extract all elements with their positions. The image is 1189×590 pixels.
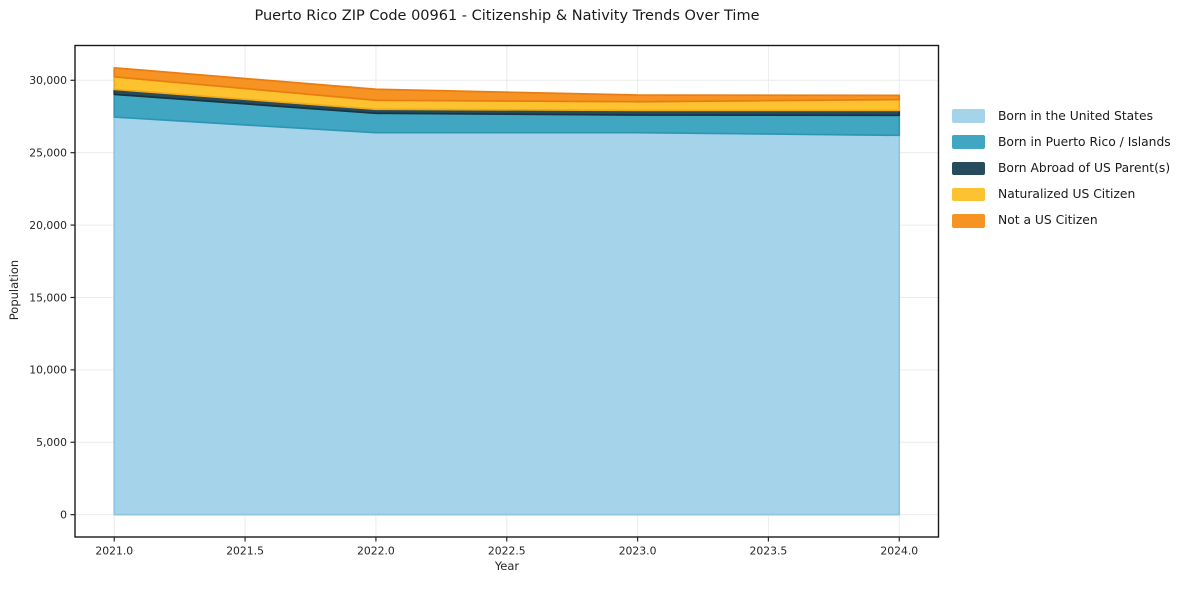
x-tick-label: 2023.0 — [619, 545, 657, 558]
legend-swatch — [952, 161, 985, 176]
legend-item: Not a US Citizen — [952, 212, 1098, 229]
legend-label: Naturalized US Citizen — [998, 187, 1136, 202]
legend-item: Born in Puerto Rico / Islands — [952, 134, 1171, 151]
legend-label: Born Abroad of US Parent(s) — [998, 160, 1171, 175]
x-tick-label: 2024.0 — [880, 545, 918, 558]
x-axis: 2021.0 2021.5 2022.0 2022.5 2023.0 2023.5 2024… — [95, 537, 918, 558]
legend-label: Born in the United States — [998, 108, 1153, 123]
legend-item: Naturalized US Citizen — [952, 186, 1135, 203]
y-tick-label: 0 — [60, 508, 67, 521]
legend-swatch — [952, 214, 985, 228]
legend-swatch — [952, 109, 985, 123]
y-tick-label: 25,000 — [29, 146, 67, 159]
x-axis-label: Year — [494, 559, 520, 573]
x-tick-label: 2022.5 — [488, 545, 526, 558]
legend-swatch — [952, 187, 985, 202]
y-tick-label: 10,000 — [29, 364, 67, 377]
y-tick-label: 5,000 — [36, 436, 67, 449]
y-axis-label: Population — [7, 259, 21, 321]
y-tick-label: 30,000 — [29, 74, 67, 87]
chart-title: Puerto Rico ZIP Code 00961 - Citizenship… — [254, 8, 760, 24]
x-tick-label: 2022.0 — [357, 545, 395, 558]
area-series — [113, 66, 901, 516]
x-tick-label: 2021.0 — [95, 545, 133, 558]
y-tick-label: 15,000 — [29, 291, 67, 304]
legend-label: Born in Puerto Rico / Islands — [998, 134, 1171, 149]
y-axis: 0 5,000 10,000 15,000 20,000 25,000 30,000 — [29, 74, 75, 521]
y-tick-label: 20,000 — [29, 219, 67, 232]
area-born-us — [113, 116, 901, 516]
legend-item: Born Abroad of US Parent(s) — [952, 160, 1170, 177]
legend-item: Born in the United States — [952, 108, 1153, 125]
x-tick-label: 2023.5 — [750, 545, 788, 558]
legend-label: Not a US Citizen — [998, 213, 1098, 228]
area-not-citizen — [113, 66, 901, 103]
x-tick-label: 2021.5 — [226, 545, 264, 558]
legend-swatch — [952, 135, 985, 149]
